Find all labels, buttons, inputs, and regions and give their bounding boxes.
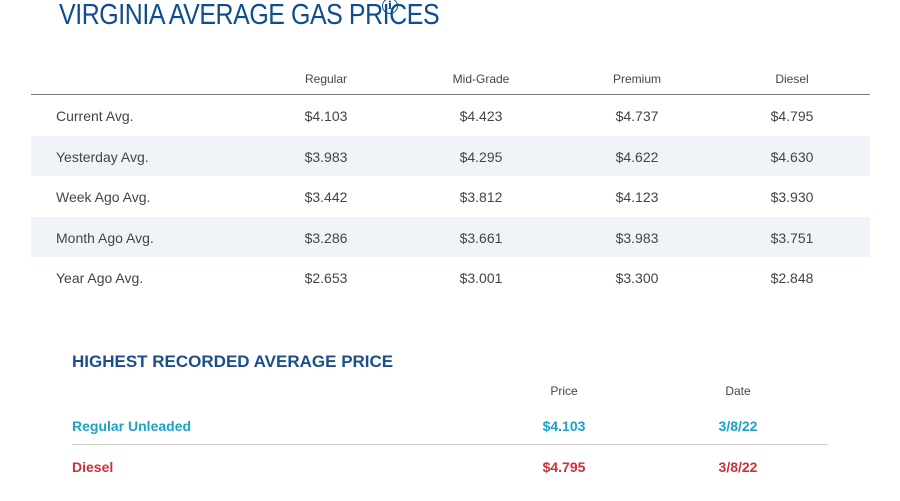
row-label: Year Ago Avg. xyxy=(56,270,144,286)
price-cell: $3.751 xyxy=(770,229,814,246)
table-row-yesterday: Yesterday Avg. $3.983 $4.295 $4.622 $4.6… xyxy=(31,135,870,176)
table-row-week-ago: Week Ago Avg. $3.442 $3.812 $4.123 $3.93… xyxy=(31,176,870,217)
price-cell: $4.295 xyxy=(459,148,503,165)
price-cell: $4.423 xyxy=(459,108,503,124)
fuel-label: Regular Unleaded xyxy=(72,418,192,434)
row-label: Month Ago Avg. xyxy=(56,229,154,246)
row-label: Current Avg. xyxy=(56,108,134,124)
fuel-label: Diesel xyxy=(72,459,114,475)
price-cell: $2.653 xyxy=(304,270,348,286)
column-header-regular: Regular xyxy=(304,72,348,86)
table-row-month-ago: Month Ago Avg. $3.286 $3.661 $3.983 $3.7… xyxy=(31,216,870,257)
average-prices-table: Regular Mid-Grade Premium Diesel Current… xyxy=(31,62,870,298)
table-header: Regular Mid-Grade Premium Diesel xyxy=(31,62,870,95)
page-title: VIRGINIA AVERAGE GAS PRICES xyxy=(59,0,440,31)
row-label: Week Ago Avg. xyxy=(56,189,151,205)
column-header-mid-grade: Mid-Grade xyxy=(452,72,510,86)
price-cell: $3.930 xyxy=(770,189,814,205)
table-row-year-ago: Year Ago Avg. $2.653 $3.001 $3.300 $2.84… xyxy=(31,257,870,298)
column-header-premium: Premium xyxy=(612,72,661,86)
price-cell: $4.622 xyxy=(615,148,659,165)
price-cell: $3.812 xyxy=(459,189,503,205)
price-cell: $4.103 xyxy=(304,108,348,124)
price-cell: $4.795 xyxy=(770,108,814,124)
row-label: Yesterday Avg. xyxy=(56,148,149,165)
column-header-date: Date xyxy=(725,384,751,398)
info-icon[interactable]: i xyxy=(382,0,398,14)
record-price: $4.103 xyxy=(542,418,586,434)
price-cell: $4.630 xyxy=(770,148,814,165)
price-cell: $3.300 xyxy=(615,270,659,286)
record-date: 3/8/22 xyxy=(718,459,758,475)
price-cell: $3.001 xyxy=(459,270,503,286)
price-cell: $3.442 xyxy=(304,189,348,205)
price-cell: $4.123 xyxy=(615,189,659,205)
highest-row-diesel: Diesel $4.795 3/8/22 xyxy=(72,445,828,485)
table-row-current: Current Avg. $4.103 $4.423 $4.737 $4.795 xyxy=(31,95,870,136)
highest-table-header: Price Date xyxy=(72,378,828,404)
column-header-diesel: Diesel xyxy=(775,72,809,86)
price-cell: $2.848 xyxy=(770,270,814,286)
highest-price-title: HIGHEST RECORDED AVERAGE PRICE xyxy=(72,352,394,371)
highest-price-table: Price Date Regular Unleaded $4.103 3/8/2… xyxy=(72,378,828,485)
highest-row-regular: Regular Unleaded $4.103 3/8/22 xyxy=(72,404,828,445)
price-cell: $4.737 xyxy=(615,108,659,124)
price-cell: $3.983 xyxy=(615,229,659,246)
column-header-price: Price xyxy=(550,384,578,398)
record-date: 3/8/22 xyxy=(718,418,758,434)
record-price: $4.795 xyxy=(542,459,586,475)
price-cell: $3.983 xyxy=(304,148,348,165)
price-cell: $3.286 xyxy=(304,229,348,246)
price-cell: $3.661 xyxy=(459,229,503,246)
